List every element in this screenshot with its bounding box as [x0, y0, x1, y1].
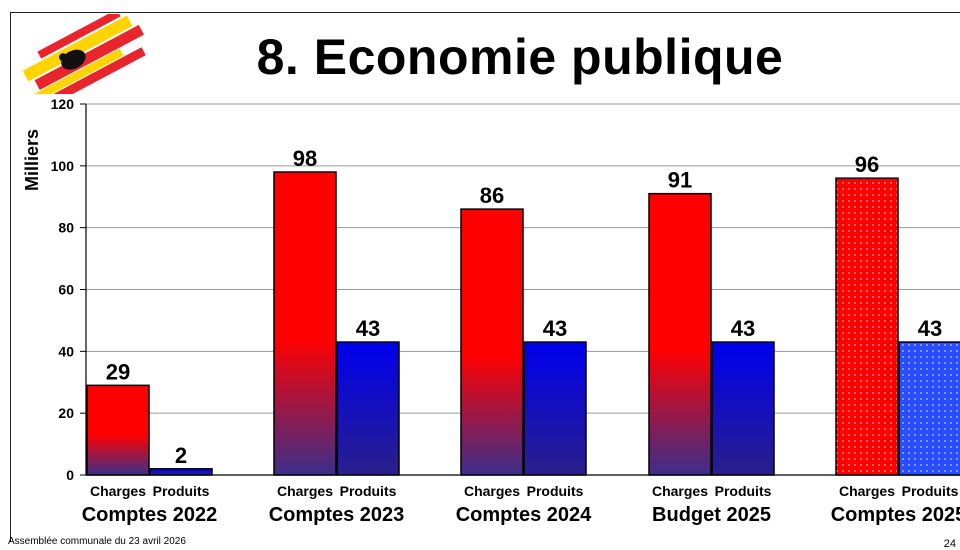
category-label: Budget 2025 [652, 504, 771, 526]
bar-produits [336, 341, 400, 476]
category-label: Comptes 2025 [831, 504, 960, 526]
page-number: 24 [943, 538, 956, 550]
bar-charges [273, 171, 337, 476]
bar-chart: 0 20 40 60 80 100 120 29 Charges 2 Produits Compte… [22, 96, 960, 526]
series-tick-label: Charges [652, 483, 708, 499]
data-label-produits: 2 [175, 443, 187, 468]
y-axis-label: Milliers [22, 129, 42, 191]
series-tick-label: Charges [90, 483, 146, 499]
series-tick-label: Charges [839, 483, 895, 499]
data-label-charges: 29 [106, 359, 130, 384]
bar-charges [648, 192, 712, 476]
bar-produits [711, 341, 775, 476]
series-tick-label: Charges [277, 483, 333, 499]
series-tick-label: Produits [340, 483, 397, 499]
category-label: Comptes 2024 [456, 504, 592, 526]
data-label-produits: 43 [543, 316, 567, 341]
data-label-charges: 98 [293, 146, 317, 171]
data-label-charges: 86 [480, 183, 504, 208]
series-tick-label: Produits [153, 483, 210, 499]
slide-frame [10, 12, 960, 542]
data-label-produits: 43 [731, 316, 755, 341]
category-label: Comptes 2023 [269, 504, 405, 526]
data-label-charges: 91 [668, 168, 692, 193]
coat-of-arms-logo [22, 14, 146, 94]
series-tick-label: Produits [715, 483, 772, 499]
y-tick-label: 60 [58, 282, 74, 298]
bar-produits [523, 341, 587, 476]
page-title: 8. Economie publique [256, 29, 784, 85]
bar-charges [460, 208, 524, 476]
category-label: Comptes 2022 [82, 504, 218, 526]
series-tick-label: Produits [902, 483, 959, 499]
bar-produits [898, 341, 960, 476]
series-tick-label: Charges [464, 483, 520, 499]
data-label-charges: 96 [855, 152, 879, 177]
y-tick-label: 40 [58, 343, 74, 359]
y-tick-label: 0 [66, 467, 74, 483]
bar-charges [86, 384, 150, 476]
data-label-produits: 43 [918, 316, 942, 341]
y-tick-label: 20 [58, 405, 74, 421]
data-label-produits: 43 [356, 316, 380, 341]
footer-text: Assemblée communale du 23 avril 2026 [8, 536, 186, 547]
y-tick-label: 120 [51, 96, 75, 112]
y-tick-label: 100 [51, 158, 75, 174]
bar-produits [149, 468, 213, 476]
y-tick-label: 80 [58, 220, 74, 236]
bar-charges [835, 177, 899, 476]
series-tick-label: Produits [527, 483, 584, 499]
